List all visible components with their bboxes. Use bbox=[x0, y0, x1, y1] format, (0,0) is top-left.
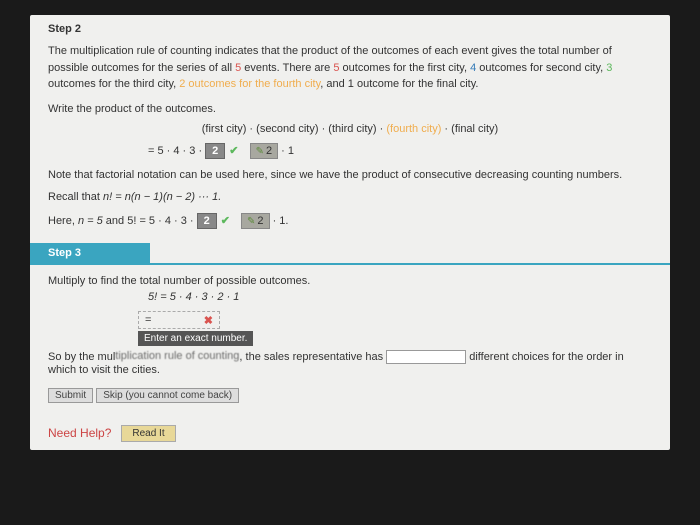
second-city: (second city) bbox=[256, 123, 318, 135]
factorial-eq: 5! = 5 · 4 · 3 · 2 · 1 bbox=[148, 291, 652, 303]
recall-line: Recall that n! = n(n − 1)(n − 2) ··· 1. bbox=[48, 191, 652, 203]
first-city: (first city) bbox=[202, 123, 247, 135]
pencil-answer-2[interactable]: ✎2 bbox=[241, 213, 270, 229]
check-icon: ✔ bbox=[221, 215, 230, 227]
t: , the sales representative has bbox=[239, 350, 386, 362]
dot: · bbox=[319, 123, 329, 135]
blurred-text: tiplication rule of counting bbox=[115, 350, 239, 362]
read-it-button[interactable]: Read It bbox=[121, 425, 175, 442]
t: , and 1 outcome for the final city. bbox=[320, 78, 478, 90]
t: Here, bbox=[48, 215, 78, 227]
x-icon: ✖ bbox=[204, 314, 213, 327]
tooltip: Enter an exact number. bbox=[138, 331, 253, 346]
step2-heading: Step 2 bbox=[48, 23, 652, 35]
v: 2 bbox=[266, 145, 272, 157]
t: · 1. bbox=[270, 215, 289, 227]
factorial-note: Note that factorial notation can be used… bbox=[48, 169, 652, 181]
t: Recall that bbox=[48, 191, 103, 203]
eq-rhs: · 1 bbox=[278, 145, 294, 157]
exact-number-input[interactable]: = ✖ bbox=[138, 311, 220, 329]
multiply-instruction: Multiply to find the total number of pos… bbox=[48, 275, 652, 287]
pencil-icon: ✎ bbox=[247, 216, 255, 227]
need-help-label: Need Help? bbox=[48, 426, 111, 440]
submit-button[interactable]: Submit bbox=[48, 388, 93, 403]
fourth-city: (fourth city) bbox=[386, 123, 441, 135]
pencil-answer-1[interactable]: ✎2 bbox=[250, 143, 279, 159]
product-expression: (first city) · (second city) · (third ci… bbox=[48, 123, 652, 135]
t: So by the mul bbox=[48, 350, 115, 362]
so-by-line: So by the multiplication rule of countin… bbox=[48, 350, 652, 376]
here-line: Here, n = 5 and 5! = 5 · 4 · 3 · 2✔ ✎2 ·… bbox=[48, 213, 652, 229]
answer-box-2: 2 bbox=[197, 213, 217, 229]
check-icon: ✔ bbox=[229, 145, 238, 157]
here-n: n = 5 bbox=[78, 215, 103, 227]
equation-line-1: = 5 · 4 · 3 · 2✔ ✎2 · 1 bbox=[148, 143, 652, 159]
num-2-phrase: 2 outcomes for the fourth city bbox=[179, 78, 320, 90]
final-city: (final city) bbox=[451, 123, 498, 135]
dot: · bbox=[441, 123, 451, 135]
dot: · bbox=[246, 123, 256, 135]
t: events. There are bbox=[241, 62, 333, 74]
step3-divider bbox=[30, 263, 670, 265]
answer-box-1: 2 bbox=[205, 143, 225, 159]
write-product-label: Write the product of the outcomes. bbox=[48, 103, 652, 115]
content-panel: Step 2 The multiplication rule of counti… bbox=[30, 15, 670, 450]
t: outcomes for second city, bbox=[476, 62, 606, 74]
eq-lhs: = 5 · 4 · 3 · bbox=[148, 145, 205, 157]
pencil-icon: ✎ bbox=[256, 146, 264, 157]
t: outcomes for the third city, bbox=[48, 78, 179, 90]
t: outcomes for the first city, bbox=[339, 62, 470, 74]
skip-button[interactable]: Skip (you cannot come back) bbox=[96, 388, 239, 403]
step2-paragraph: The multiplication rule of counting indi… bbox=[48, 43, 652, 93]
v: 2 bbox=[257, 215, 263, 227]
need-help-row: Need Help? Read It bbox=[48, 425, 652, 442]
button-row: Submit Skip (you cannot come back) bbox=[48, 388, 652, 403]
third-city: (third city) bbox=[328, 123, 376, 135]
input-area: = ✖ Enter an exact number. bbox=[138, 311, 652, 346]
recall-eq: n! = n(n − 1)(n − 2) ··· 1. bbox=[103, 191, 221, 203]
t: and 5! = 5 · 4 · 3 · bbox=[103, 215, 197, 227]
step3-heading: Step 3 bbox=[30, 243, 150, 263]
num-3: 3 bbox=[606, 62, 612, 74]
dot: · bbox=[377, 123, 387, 135]
choices-input[interactable] bbox=[386, 350, 466, 364]
